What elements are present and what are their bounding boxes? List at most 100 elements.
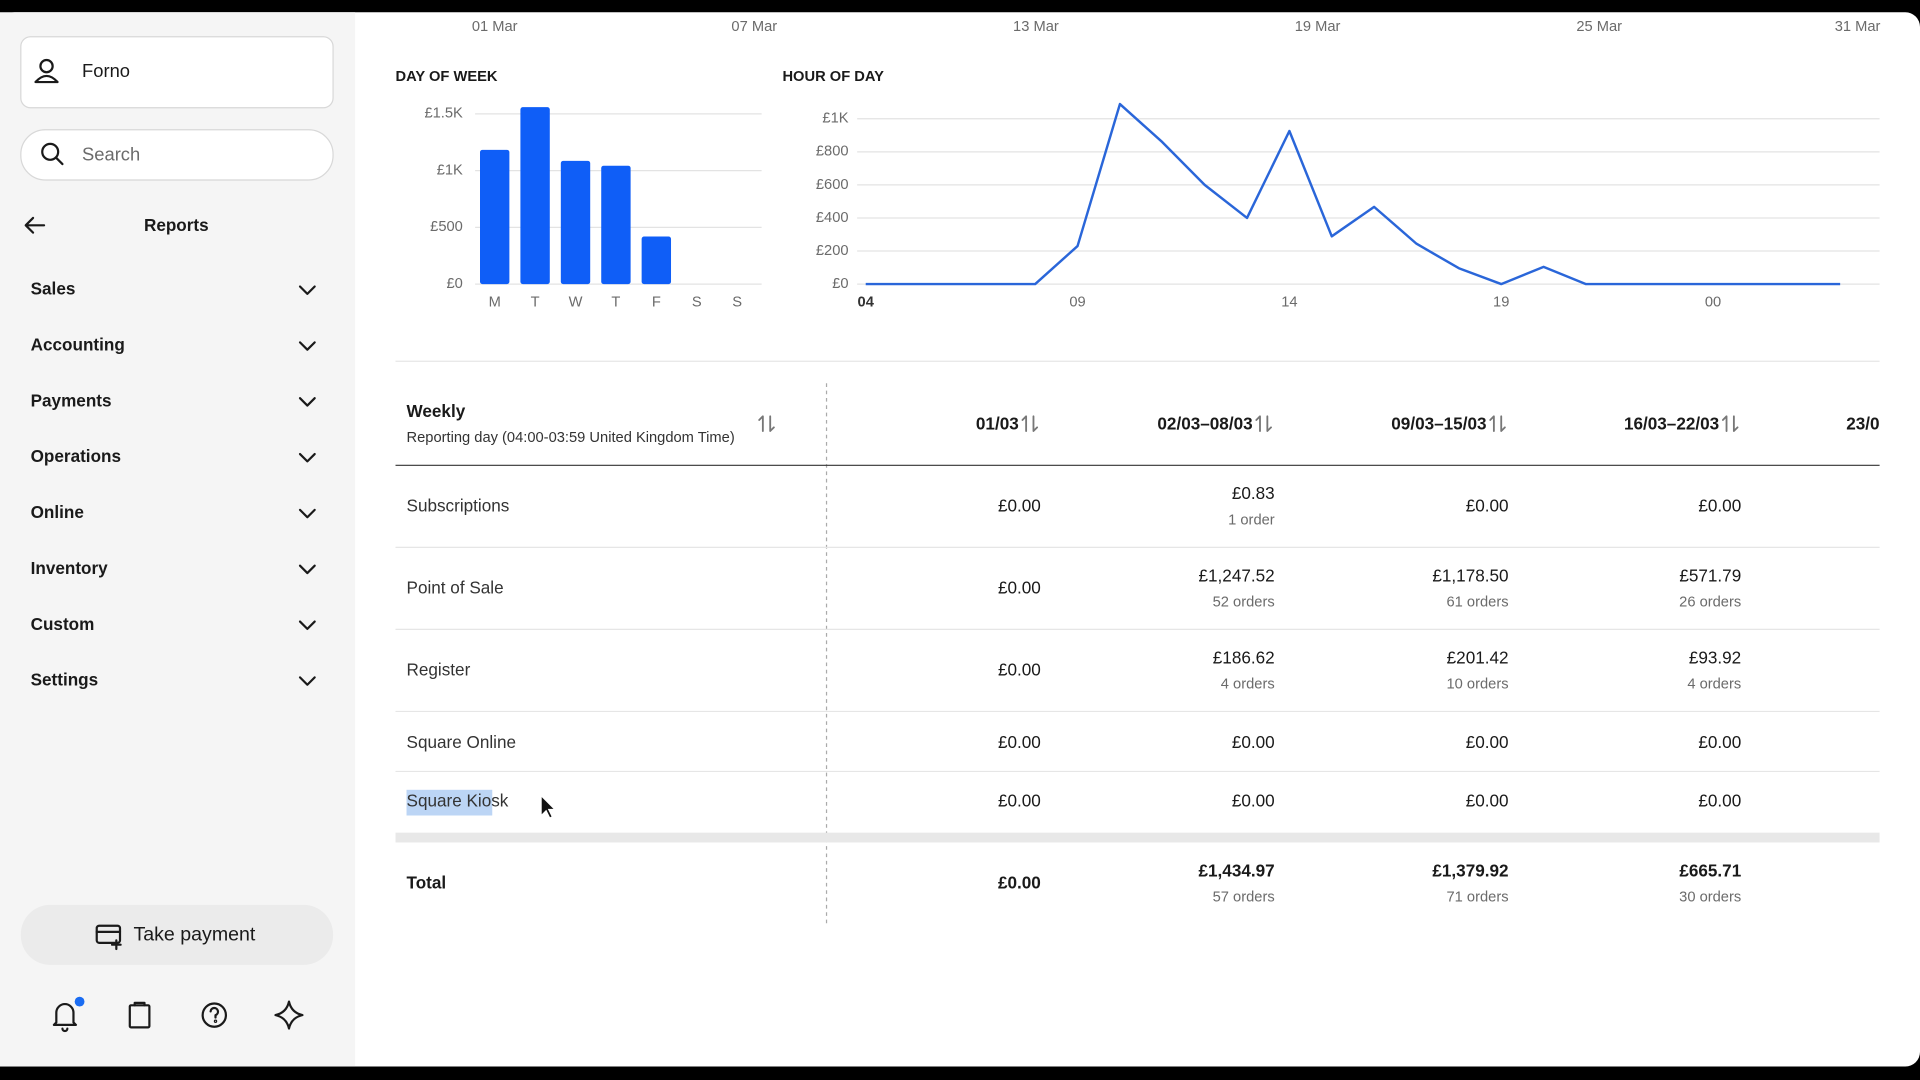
user-icon — [34, 58, 59, 84]
timeline-label: 31 Mar — [1835, 19, 1881, 35]
cell-amount: £571.79 — [1679, 565, 1741, 585]
menu-label: Custom — [31, 614, 95, 634]
chart-title: HOUR OF DAY — [782, 69, 884, 85]
cell-amount: £665.71 — [1679, 860, 1741, 880]
y-tick-label: £0 — [447, 276, 463, 292]
notifications-button[interactable] — [52, 1002, 78, 1033]
bar — [560, 160, 591, 285]
search-icon — [41, 142, 64, 166]
sort-button[interactable] — [758, 415, 775, 432]
cell-amount: £1,247.52 — [1199, 565, 1275, 585]
cell-amount: £0.00 — [1466, 495, 1509, 515]
chevron — [298, 341, 316, 351]
chevron — [298, 564, 316, 575]
cell-amount: £0.00 — [998, 495, 1041, 515]
chevron — [298, 508, 316, 519]
cursor — [540, 794, 556, 819]
cell-orders: 4 orders — [1687, 676, 1741, 692]
menu-label: Accounting — [31, 335, 125, 355]
timeline-label: 19 Mar — [1295, 19, 1341, 35]
table-subtitle: Reporting day (04:00-03:59 United Kingdo… — [407, 430, 735, 446]
cell-orders: 1 order — [1228, 512, 1275, 528]
x-tick-label: 09 — [1069, 294, 1085, 310]
y-tick-label: £400 — [816, 210, 849, 226]
y-tick-label: £800 — [816, 144, 849, 160]
cell-amount: £0.00 — [1466, 732, 1509, 752]
timeline-label: 13 Mar — [1013, 19, 1059, 35]
y-tick-label: £500 — [430, 219, 463, 235]
cell-orders: 57 orders — [1213, 889, 1275, 905]
total-separator — [395, 832, 1880, 843]
y-tick-label: £1K — [437, 162, 463, 178]
account-button[interactable] — [20, 36, 334, 109]
sort-button[interactable] — [1489, 415, 1506, 432]
cell-amount: £1,434.97 — [1199, 860, 1275, 880]
cell-orders: 71 orders — [1447, 889, 1509, 905]
x-tick-label: 14 — [1281, 294, 1297, 310]
take-payment-button[interactable] — [20, 904, 334, 965]
cell-amount: £0.00 — [1232, 732, 1275, 752]
cell-amount: £0.00 — [1232, 791, 1275, 811]
search-placeholder: Search — [82, 143, 140, 164]
menu-label: Sales — [31, 279, 76, 299]
x-tick-label: T — [531, 294, 540, 310]
account-name: Forno — [82, 60, 130, 81]
cell-amount: £0.00 — [1698, 732, 1741, 752]
x-tick-label: F — [652, 294, 661, 310]
cell-orders: 4 orders — [1221, 676, 1275, 692]
y-tick-label: £1.5K — [424, 106, 463, 122]
x-tick-label: S — [732, 294, 742, 310]
x-tick-label: M — [489, 294, 501, 310]
cell-orders: 10 orders — [1447, 676, 1509, 692]
bar — [601, 165, 631, 285]
take-payment-label: Take payment — [133, 924, 255, 946]
row-label: Square Kiosk — [407, 791, 509, 811]
y-tick-label: £1K — [822, 111, 848, 127]
section-title: Reports — [144, 215, 209, 235]
chevron — [298, 397, 316, 407]
timeline-label: 25 Mar — [1576, 19, 1622, 35]
sort-button[interactable] — [1255, 415, 1272, 432]
sort-button[interactable] — [1021, 415, 1039, 432]
cell-orders: 26 orders — [1679, 594, 1741, 610]
cell-amount: £0.00 — [998, 578, 1041, 598]
cell-amount: £1,379.92 — [1432, 860, 1508, 880]
chart-title: DAY OF WEEK — [396, 69, 498, 85]
menu-label: Operations — [31, 446, 121, 466]
cell-amount: £0.00 — [998, 791, 1041, 811]
cell-amount: £0.00 — [1466, 791, 1509, 811]
payment-icon — [95, 924, 122, 951]
y-tick-label: £0 — [832, 276, 848, 292]
cell-orders: 61 orders — [1447, 594, 1509, 610]
x-tick-label: S — [692, 294, 702, 310]
cell-amount: £0.00 — [998, 732, 1041, 752]
cell-orders: 52 orders — [1213, 594, 1275, 610]
column-header: 16/03–22/03 — [1624, 413, 1719, 433]
orders-button[interactable] — [128, 1001, 151, 1029]
cell-amount: £0.00 — [1698, 791, 1741, 811]
bar — [520, 107, 550, 285]
help-button[interactable] — [201, 1002, 228, 1028]
sort-button[interactable] — [1721, 415, 1739, 432]
cell-amount: £0.83 — [1232, 483, 1275, 503]
chevron — [298, 285, 316, 295]
cell-amount: £93.92 — [1689, 647, 1741, 667]
assistant-button[interactable] — [274, 1000, 304, 1030]
back-button[interactable] — [24, 216, 46, 234]
total-label: Total — [407, 873, 447, 893]
x-tick-label: 19 — [1493, 294, 1509, 310]
cell-orders: 30 orders — [1679, 889, 1741, 905]
table-title: Weekly — [407, 401, 466, 421]
column-header: 09/03–15/03 — [1391, 413, 1486, 433]
row-label: Square Online — [407, 732, 516, 752]
bar — [480, 149, 510, 285]
search-box[interactable] — [20, 129, 334, 181]
chevron — [298, 620, 316, 630]
text-selection — [406, 789, 493, 816]
y-tick-label: £600 — [816, 177, 849, 193]
line — [865, 102, 1841, 286]
cell-amount: £1,178.50 — [1432, 565, 1508, 585]
chevron — [298, 676, 316, 686]
x-tick-label: 04 — [858, 294, 875, 310]
row-label: Subscriptions — [407, 495, 510, 515]
